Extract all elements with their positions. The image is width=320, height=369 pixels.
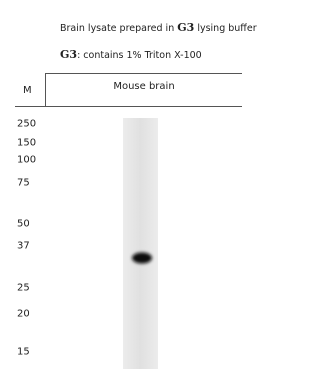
marker-label: 37 <box>17 241 30 252</box>
marker-label: 75 <box>17 178 30 189</box>
marker-label: 250 <box>17 119 36 130</box>
marker-label: 150 <box>17 138 36 149</box>
blot <box>0 0 247 369</box>
lane <box>123 118 158 369</box>
marker-label: 20 <box>17 309 30 320</box>
band <box>132 253 152 264</box>
marker-label: 15 <box>17 347 30 358</box>
marker-label: 50 <box>17 219 30 230</box>
figure: Brain lysate prepared in G3 lysing buffe… <box>0 0 247 369</box>
marker-label: 100 <box>17 155 36 166</box>
marker-label: 25 <box>17 283 30 294</box>
